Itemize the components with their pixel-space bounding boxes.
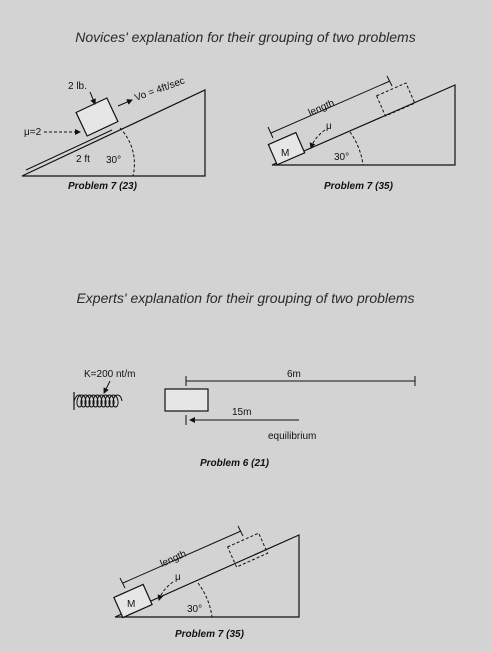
length-tick-right	[386, 75, 393, 87]
caption-problem-7-35: Problem 7 (35)	[324, 181, 394, 192]
spring-constant-label: K=200 nt/m	[84, 369, 135, 380]
length-label: length	[307, 98, 336, 119]
angle-arc	[349, 131, 364, 166]
block-m	[267, 131, 306, 166]
spring-pointer-arrow	[103, 380, 111, 394]
mu-label: μ=2	[24, 127, 42, 138]
mu-label: μ	[175, 572, 181, 583]
length-label: length	[159, 549, 188, 570]
mu-label: μ	[326, 121, 332, 132]
caption-problem-7-35-expert: Problem 7 (35)	[175, 629, 245, 640]
block-m-label: M	[281, 148, 289, 159]
experts-section-title: Experts' explanation for their grouping …	[76, 290, 415, 306]
block-final-position	[375, 82, 416, 117]
angle-arc	[197, 582, 213, 618]
velocity-arrow	[117, 99, 133, 107]
length-tick-left	[119, 577, 126, 589]
spring	[73, 394, 123, 408]
expert-problem-7-35-diagram: M length μ 30° Problem 7 (35)	[113, 525, 300, 640]
incline-plane	[114, 534, 300, 618]
distance-label: 2 ft	[76, 154, 90, 165]
mu-pointer-arrow	[157, 581, 174, 601]
distance-15m-label: 15m	[232, 407, 251, 418]
length-tick-left	[267, 126, 274, 139]
expert-problem-6-21-diagram: K=200 nt/m 6m 15m equilibrium Problem 6 …	[73, 369, 416, 469]
length-tick-right	[237, 525, 244, 537]
distance-6m-label: 6m	[287, 369, 301, 380]
block-2lb	[75, 97, 119, 137]
angle-arc	[119, 127, 135, 177]
mass-pointer-arrow	[89, 91, 96, 105]
velocity-label: Vo = 4ft/sec	[133, 76, 186, 104]
spring-block	[164, 388, 209, 412]
angle-label: 30°	[334, 152, 349, 163]
block-m	[113, 583, 153, 619]
equilibrium-label: equilibrium	[268, 431, 316, 442]
angle-label: 30°	[187, 604, 202, 615]
caption-problem-7-23: Problem 7 (23)	[68, 181, 138, 192]
incline-plane	[21, 89, 206, 177]
block-final-position	[226, 532, 269, 568]
incline-plane	[271, 84, 456, 166]
caption-problem-6-21: Problem 6 (21)	[200, 458, 270, 469]
mu-pointer-arrow	[309, 129, 326, 149]
length-dimension-line	[122, 530, 242, 584]
mass-label: 2 lb.	[68, 81, 87, 92]
novices-section-title: Novices' explanation for their grouping …	[75, 29, 416, 45]
novice-problem-7-35-diagram: M length μ 30° Problem 7 (35)	[267, 75, 456, 192]
novice-problem-7-23-diagram: 2 lb. Vo = 4ft/sec μ=2 2 ft 30° Problem …	[21, 76, 206, 192]
distance-line	[25, 129, 113, 171]
angle-label: 30°	[106, 155, 121, 166]
length-dimension-line	[270, 80, 391, 134]
block-m-label: M	[127, 599, 135, 610]
